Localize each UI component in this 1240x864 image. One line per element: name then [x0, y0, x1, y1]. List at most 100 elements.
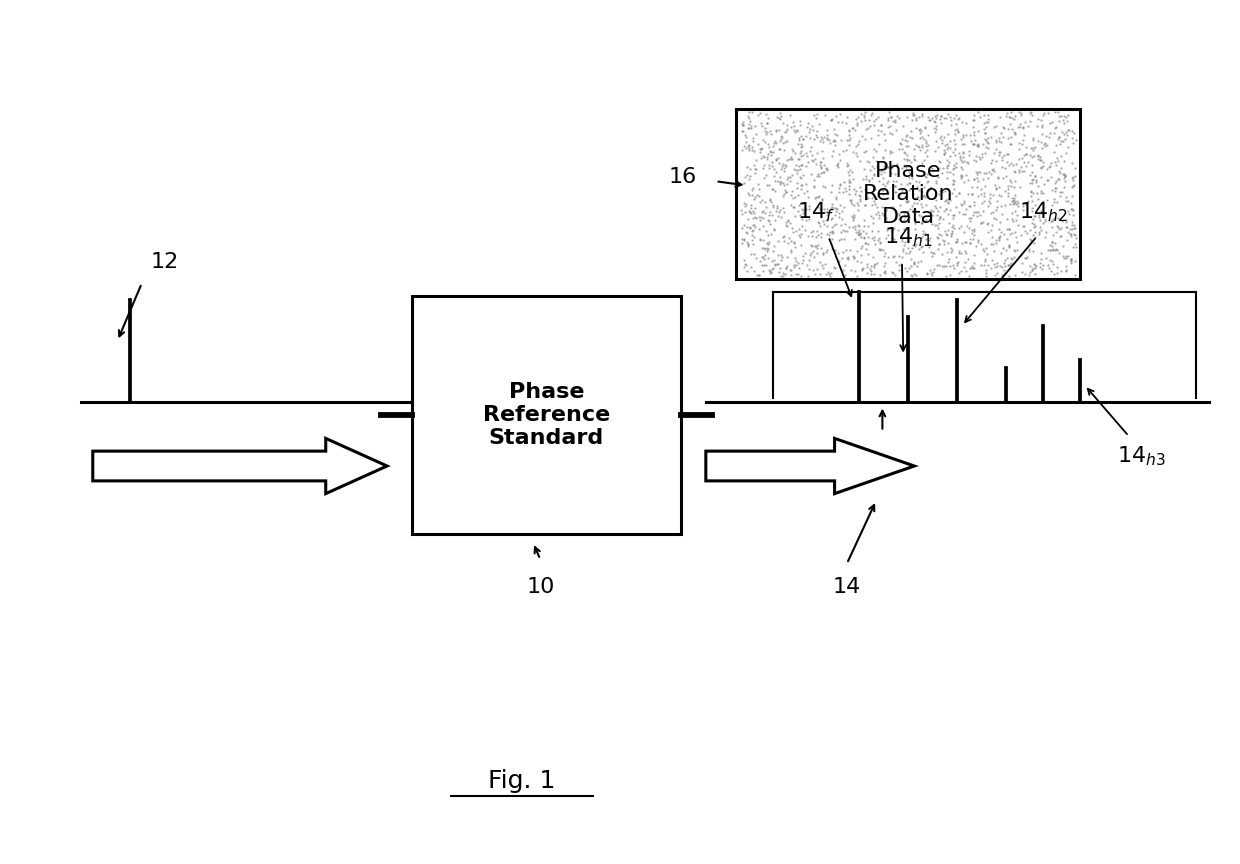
Point [732, 207, 751, 221]
Point [764, 253, 784, 267]
Point [769, 234, 789, 248]
Point [990, 229, 1009, 243]
Point [982, 252, 1002, 266]
Point [1052, 214, 1071, 228]
Point [1064, 218, 1084, 232]
Point [838, 250, 858, 264]
Point [986, 233, 1006, 247]
Point [1045, 211, 1065, 225]
Point [924, 114, 944, 128]
Point [910, 217, 930, 231]
Point [743, 134, 763, 148]
Point [874, 259, 894, 273]
Point [849, 188, 869, 202]
Point [734, 176, 754, 190]
Point [874, 246, 894, 260]
Point [1045, 105, 1065, 119]
Point [817, 207, 837, 221]
Point [735, 129, 755, 143]
Point [1037, 138, 1056, 152]
Point [758, 152, 777, 166]
Point [952, 137, 972, 151]
Point [911, 124, 931, 138]
Point [1030, 162, 1050, 175]
Point [915, 226, 935, 239]
Point [753, 211, 773, 225]
Point [940, 134, 960, 148]
Point [1063, 170, 1083, 184]
Point [1018, 244, 1038, 257]
Point [998, 222, 1018, 236]
Point [807, 130, 827, 143]
Point [939, 196, 959, 210]
Point [926, 134, 946, 148]
Point [768, 174, 787, 187]
Point [959, 148, 978, 162]
Point [889, 212, 909, 226]
Point [847, 118, 867, 131]
Point [1052, 229, 1071, 243]
Point [828, 185, 848, 199]
Point [1047, 195, 1066, 209]
Point [998, 147, 1018, 161]
Point [987, 259, 1007, 273]
Point [968, 105, 988, 118]
Point [899, 165, 919, 179]
Point [1013, 203, 1033, 217]
Point [999, 238, 1019, 252]
Point [963, 232, 983, 245]
Point [894, 222, 914, 236]
Point [990, 231, 1009, 245]
Point [770, 169, 790, 183]
Point [942, 219, 962, 232]
Point [750, 142, 770, 156]
Point [1021, 265, 1040, 279]
Point [1002, 226, 1022, 239]
Point [930, 111, 950, 125]
Point [1056, 214, 1076, 228]
Point [755, 206, 775, 219]
Point [1053, 239, 1073, 253]
Point [817, 123, 837, 137]
Point [854, 219, 874, 232]
Point [937, 162, 957, 175]
Point [906, 113, 926, 127]
Point [806, 111, 826, 124]
Point [1042, 170, 1061, 184]
Point [792, 252, 812, 266]
Point [807, 169, 827, 183]
Point [905, 216, 925, 230]
Point [1014, 149, 1034, 162]
Point [868, 205, 888, 219]
Point [956, 246, 976, 260]
Point [911, 240, 931, 254]
Point [843, 210, 863, 224]
Point [1028, 111, 1048, 125]
Point [770, 142, 790, 156]
Point [770, 175, 790, 189]
Point [765, 213, 785, 227]
Point [930, 210, 950, 224]
Point [838, 165, 858, 179]
Point [739, 111, 759, 124]
Point [773, 160, 792, 174]
Point [1028, 148, 1048, 162]
Point [937, 207, 957, 221]
Point [839, 187, 859, 201]
Point [1040, 264, 1060, 278]
Point [732, 204, 751, 218]
Point [946, 161, 966, 175]
Point [893, 119, 913, 133]
Point [791, 227, 811, 241]
Point [789, 257, 808, 270]
Point [810, 256, 830, 270]
Point [986, 236, 1006, 250]
Point [983, 211, 1003, 225]
Point [733, 118, 753, 132]
Point [1048, 132, 1068, 146]
Point [780, 231, 800, 245]
Point [739, 121, 759, 135]
Point [832, 213, 852, 226]
Point [1065, 228, 1085, 242]
Point [784, 258, 804, 272]
